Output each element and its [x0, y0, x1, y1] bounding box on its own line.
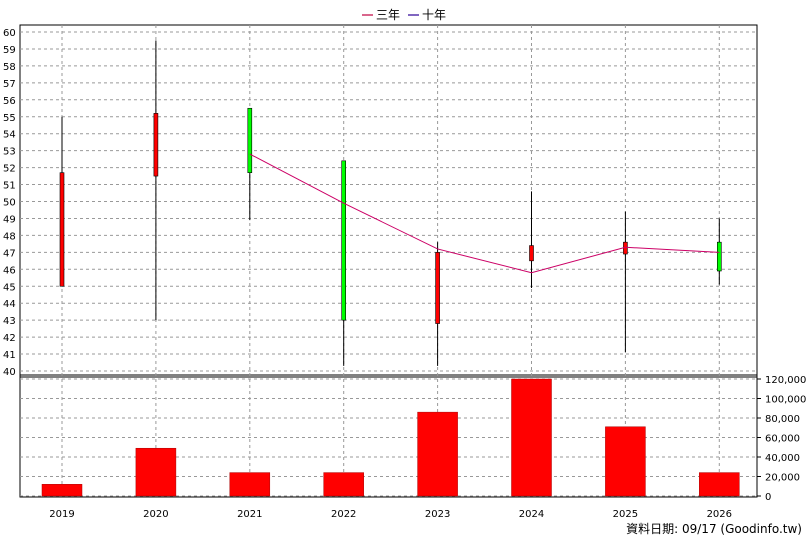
candle-body	[435, 252, 440, 324]
price-tick-label: 41	[3, 350, 16, 361]
price-tick-label: 46	[3, 265, 16, 276]
candle-body	[529, 245, 534, 262]
volume-bar	[41, 484, 83, 497]
price-tick-label: 55	[3, 113, 16, 124]
legend-item-ten-year: 十年	[422, 6, 446, 23]
volume-tick-label: 60,000	[765, 434, 800, 445]
x-tick-label: 2019	[49, 509, 74, 520]
x-tick-label: 2024	[519, 509, 544, 520]
price-tick-label: 47	[3, 248, 16, 259]
price-tick-label: 40	[3, 367, 16, 378]
price-tick-label: 43	[3, 316, 16, 327]
volume-tick-label: 80,000	[765, 414, 800, 425]
price-tick-label: 53	[3, 147, 16, 158]
price-tick-label: 49	[3, 214, 16, 225]
price-tick-label: 48	[3, 231, 16, 242]
price-tick-label: 51	[3, 181, 16, 192]
price-tick-label: 44	[3, 299, 16, 310]
candle-body	[341, 160, 347, 321]
volume-bar	[699, 472, 740, 497]
volume-panel-frame	[19, 374, 758, 498]
volume-bar	[135, 447, 177, 497]
price-tick-label: 54	[3, 130, 16, 141]
volume-bar	[417, 411, 458, 497]
legend-item-ten-year-label: 十年	[422, 8, 447, 22]
price-tick-label: 52	[3, 164, 16, 175]
x-tick-label: 2022	[331, 509, 356, 520]
candle-body	[247, 107, 253, 173]
volume-bar	[323, 472, 364, 497]
data-date-note: 資料日期: 09/17 (Goodinfo.tw)	[626, 522, 802, 536]
legend-item-three-year: 三年	[376, 6, 400, 23]
price-tick-label: 56	[3, 96, 16, 107]
volume-tick-label: 0	[765, 492, 771, 503]
legend-item-three-year-label: 三年	[376, 8, 401, 22]
x-tick-label: 2026	[707, 509, 732, 520]
volume-bar	[511, 378, 552, 497]
x-tick-label: 2021	[237, 509, 262, 520]
price-tick-label: 50	[3, 198, 16, 209]
three-year-line	[249, 153, 720, 274]
x-tick-label: 2023	[425, 509, 450, 520]
price-tick-label: 45	[3, 282, 16, 293]
volume-tick-label: 100,000	[765, 395, 806, 406]
price-tick-label: 60	[3, 28, 16, 39]
price-tick-label: 59	[3, 45, 16, 56]
volume-tick-label: 20,000	[765, 473, 800, 484]
x-tick-label: 2025	[613, 509, 638, 520]
price-tick-label: 42	[3, 333, 16, 344]
candle-body	[153, 113, 159, 177]
volume-tick-label: 40,000	[765, 453, 800, 464]
volume-tick-label: 120,000	[765, 375, 806, 386]
x-tick-label: 2020	[143, 509, 168, 520]
volume-bar	[229, 472, 271, 497]
volume-bar	[605, 426, 646, 497]
price-tick-label: 57	[3, 79, 16, 90]
candle-body	[59, 172, 65, 287]
candle-body	[716, 241, 722, 272]
price-tick-label: 58	[3, 62, 16, 73]
